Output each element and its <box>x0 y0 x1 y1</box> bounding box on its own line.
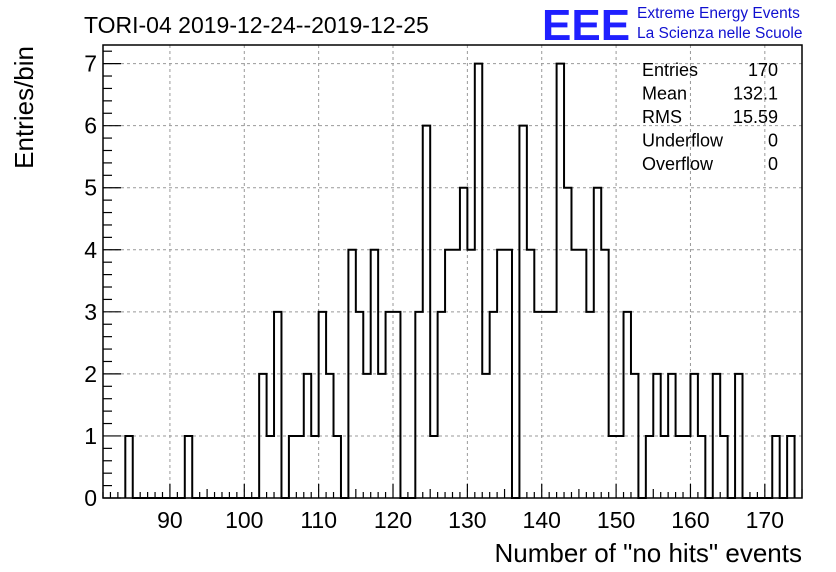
x-tick-label: 120 <box>374 507 412 533</box>
chart-title: TORI-04 2019-12-24--2019-12-25 <box>84 12 429 38</box>
stats-value: 132.1 <box>733 84 778 104</box>
x-tick-label: 170 <box>746 507 784 533</box>
x-tick-label: 160 <box>671 507 709 533</box>
y-tick-label: 2 <box>84 361 97 387</box>
x-tick-label: 100 <box>225 507 263 533</box>
tick-labels: 90 100 110 120 130 140 150 160 170 0 1 2 3 4 5 6 7 <box>84 51 784 533</box>
stats-label: Entries <box>642 60 698 80</box>
y-tick-label: 6 <box>84 113 97 139</box>
y-tick-label: 0 <box>84 485 97 511</box>
histogram-outline <box>124 62 796 499</box>
grid-lines <box>103 45 802 498</box>
x-tick-label: 130 <box>448 507 486 533</box>
y-tick-label: 4 <box>84 237 97 263</box>
stats-label: RMS <box>642 107 682 127</box>
stats-label: Underflow <box>642 131 724 151</box>
stats-value: 0 <box>768 131 778 151</box>
stats-label: Mean <box>642 84 687 104</box>
x-tick-label: 150 <box>597 507 635 533</box>
y-axis-label: Entries/bin <box>9 46 39 169</box>
y-tick-label: 5 <box>84 175 97 201</box>
eee-logo: EEE Extreme Energy Events La Scienza nel… <box>542 1 802 50</box>
stats-value: 15.59 <box>733 107 778 127</box>
y-tick-label: 3 <box>84 299 97 325</box>
stats-value: 0 <box>768 154 778 174</box>
eee-logo-mark: EEE <box>542 1 630 50</box>
axis-ticks <box>102 50 803 499</box>
stats-box: Entries 170 Mean 132.1 RMS 15.59 Underflow 0 Ove… <box>642 60 778 174</box>
y-tick-label: 7 <box>84 51 97 77</box>
x-tick-label: 140 <box>523 507 561 533</box>
y-tick-label: 1 <box>84 423 97 449</box>
x-tick-label: 90 <box>157 507 183 533</box>
stats-value: 170 <box>748 60 778 80</box>
stats-label: Overflow <box>642 154 714 174</box>
x-axis-label: Number of "no hits" events <box>495 538 803 568</box>
logo-line-2: La Scienza nelle Scuole <box>637 25 802 42</box>
logo-line-1: Extreme Energy Events <box>637 5 800 22</box>
x-tick-label: 110 <box>300 507 337 533</box>
